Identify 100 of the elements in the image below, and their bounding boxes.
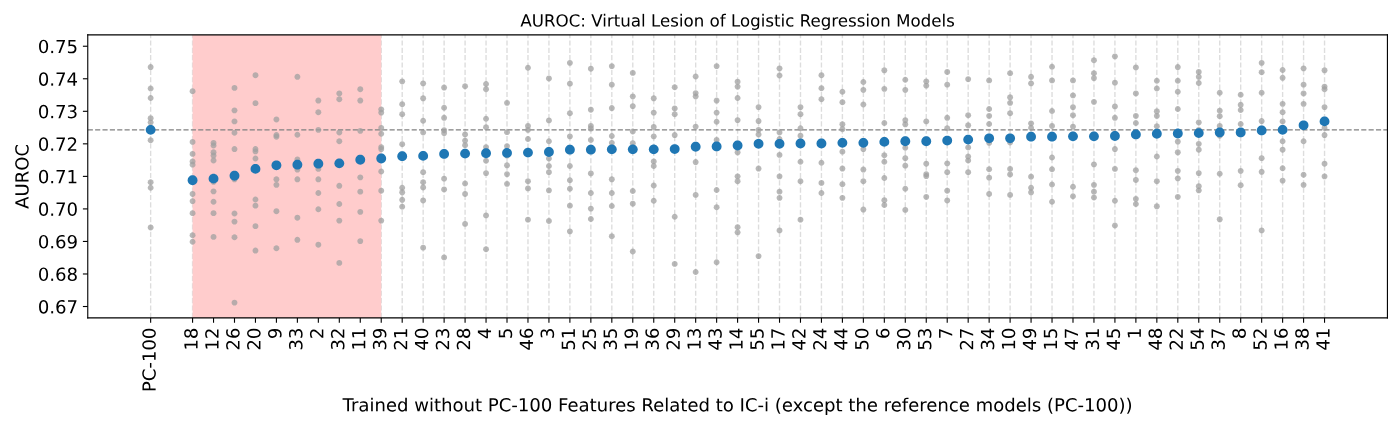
x-tick-label: 28 (456, 328, 471, 350)
point (481, 148, 491, 159)
point (523, 147, 533, 158)
y-tick-label: 0.71 (39, 169, 77, 184)
point (229, 170, 240, 181)
point (460, 148, 470, 159)
x-tick-label: 41 (1316, 329, 1330, 350)
y-tick-label: 0.74 (39, 72, 78, 86)
point (1319, 116, 1330, 127)
x-tick-label: 21 (393, 329, 408, 350)
point (355, 154, 366, 165)
point (376, 153, 387, 164)
point (1298, 120, 1309, 131)
x-tick-label: 54 (1190, 328, 1205, 350)
x-tick-label: 55 (750, 329, 764, 350)
x-tick-label: 8 (1232, 328, 1246, 338)
x-tick-label: 36 (645, 328, 659, 350)
point (1089, 131, 1099, 142)
x-tick-label: 25 (582, 329, 597, 350)
x-tick-label: 3 (540, 329, 555, 338)
y-tick-label: 0.75 (39, 39, 77, 54)
y-axis-title: AUROC (15, 144, 29, 209)
x-tick-label: 26 (226, 328, 240, 350)
point (942, 135, 953, 146)
y-tick-label: 0.70 (39, 202, 77, 217)
point (1068, 131, 1078, 142)
point (858, 137, 869, 148)
point (208, 173, 219, 184)
x-tick-label: 13 (687, 329, 701, 349)
point (774, 138, 785, 149)
point (1214, 127, 1225, 138)
x-tick-label: 51 (561, 329, 576, 350)
point (145, 124, 156, 135)
y-tick-label: 0.68 (39, 267, 77, 282)
point (690, 141, 701, 152)
point (1172, 128, 1183, 139)
x-tick-label: 14 (729, 328, 743, 349)
point (795, 138, 806, 149)
point (627, 144, 638, 155)
point (1047, 131, 1057, 142)
point (1110, 131, 1120, 141)
point (418, 150, 429, 161)
x-tick-label: 34 (980, 328, 995, 350)
x-tick-label: 23 (435, 329, 450, 350)
point (816, 138, 827, 149)
x-tick-label: 27 (959, 329, 974, 350)
x-tick-label: 43 (708, 329, 722, 350)
point (585, 144, 596, 155)
point (984, 133, 995, 144)
x-tick-label: 47 (1064, 329, 1078, 350)
x-tick-label: 49 (1022, 328, 1037, 350)
x-tick-label: 6 (875, 328, 890, 338)
point (1256, 125, 1267, 136)
point (187, 175, 198, 186)
point (963, 134, 974, 145)
point (711, 141, 722, 152)
x-tick-label: 15 (1043, 329, 1058, 349)
point (313, 158, 324, 169)
point (648, 144, 659, 155)
point (1151, 128, 1162, 139)
x-tick-label: 45 (1106, 329, 1121, 350)
point (502, 148, 512, 158)
point (753, 138, 764, 149)
point (1130, 129, 1141, 140)
point (1277, 124, 1288, 135)
x-tick-label: 52 (1253, 329, 1267, 350)
x-tick-label: 5 (498, 329, 513, 338)
y-tick-label: 0.69 (39, 234, 77, 249)
x-tick-label: 17 (771, 329, 785, 349)
x-tick-label: 50 (854, 328, 869, 350)
point (606, 144, 617, 155)
x-tick-label: 10 (1001, 328, 1016, 349)
x-tick-label: 2 (309, 329, 324, 338)
point (669, 144, 680, 154)
x-tick-label: 35 (603, 329, 618, 350)
x-tick-label: 1 (1127, 329, 1141, 338)
point (1005, 133, 1016, 144)
x-tick-label: 4 (477, 328, 492, 339)
x-tick-label: 22 (1169, 329, 1183, 350)
point (250, 163, 261, 174)
x-tick-label: 53 (917, 329, 932, 350)
point (879, 136, 890, 147)
point (837, 137, 848, 148)
x-tick-label: 19 (624, 328, 639, 349)
x-axis-title: Trained without PC-100 Features Related to IC-i (except the reference models (PC-100)) (342, 397, 1132, 416)
x-tick-label: PC-100 (142, 328, 156, 391)
x-tick-label: 16 (1274, 328, 1288, 349)
x-tick-label: 29 (666, 328, 680, 350)
x-tick-label: 12 (205, 329, 219, 349)
point (1235, 127, 1246, 138)
y-tick-label: 0.67 (39, 299, 77, 314)
point (334, 158, 345, 169)
point (397, 151, 408, 162)
x-tick-label: 40 (414, 328, 429, 350)
y-tick-label: 0.73 (39, 104, 77, 119)
point (271, 160, 282, 171)
x-tick-label: 42 (792, 329, 806, 350)
x-tick-label: 32 (330, 329, 345, 350)
x-tick-label: 31 (1085, 329, 1100, 350)
x-tick-label: 11 (352, 329, 366, 349)
